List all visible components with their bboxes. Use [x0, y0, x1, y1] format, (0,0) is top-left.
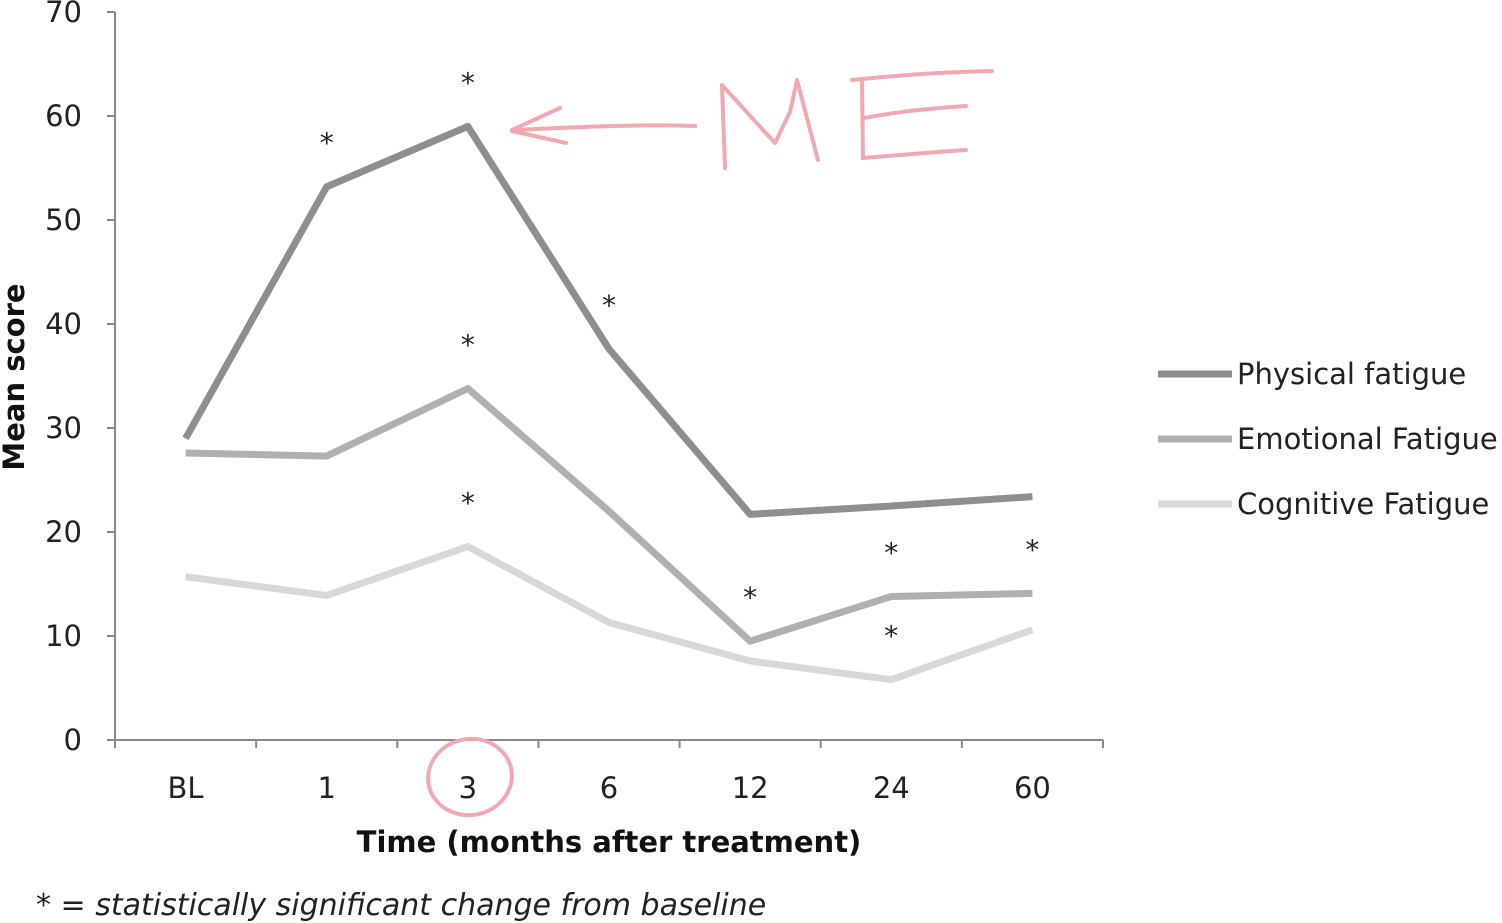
y-tick-label: 40 [45, 307, 82, 341]
significance-star: * [461, 487, 475, 520]
annotation-letter-e [850, 69, 994, 161]
x-tick-label: BL [168, 771, 204, 805]
y-axis: 0 10 20 30 40 50 60 70 [45, 0, 116, 757]
y-tick-label: 50 [45, 203, 82, 237]
handwritten-annotation [426, 69, 994, 818]
legend: Physical fatigue Emotional Fatigue Cogniti… [1158, 357, 1498, 521]
x-tick-label: 60 [1014, 771, 1051, 805]
annotation-arrow [510, 106, 697, 145]
legend-label: Emotional Fatigue [1237, 422, 1498, 456]
series-line-1 [185, 384, 1033, 645]
x-axis-title: Time (months after treatment) [357, 825, 862, 859]
y-tick-label: 60 [45, 99, 82, 133]
footnote: * = statistically significant change fro… [36, 888, 766, 923]
significance-star: * [602, 289, 616, 322]
annotation-circle-around-3 [426, 736, 514, 818]
legend-label: Physical fatigue [1237, 357, 1466, 391]
y-tick-label: 0 [64, 723, 82, 757]
x-tick-label: 12 [732, 771, 769, 805]
significance-star: * [320, 127, 334, 160]
series-line-2 [185, 543, 1034, 684]
significance-star: * [1025, 533, 1039, 566]
significance-star: * [743, 581, 757, 614]
x-tick-label: 6 [600, 771, 618, 805]
x-tick-label: 1 [317, 771, 335, 805]
y-axis-title: Mean score [0, 283, 31, 470]
annotation-letter-m [720, 78, 820, 170]
y-tick-label: 30 [45, 411, 82, 445]
y-tick-label: 20 [45, 515, 82, 549]
significance-star: * [884, 620, 898, 653]
significance-star: * [461, 328, 475, 361]
x-tick-label: 3 [459, 771, 477, 805]
y-tick-label: 10 [45, 619, 82, 653]
significance-star: * [461, 66, 475, 99]
significance-markers: * * * * * * * * * [320, 66, 1040, 652]
x-tick-label: 24 [873, 771, 910, 805]
x-axis: BL 1 3 6 12 24 60 [114, 739, 1104, 805]
significance-star: * [884, 536, 898, 569]
legend-label: Cognitive Fatigue [1237, 487, 1489, 521]
series-lines [182, 122, 1034, 684]
y-tick-label: 70 [45, 0, 82, 29]
